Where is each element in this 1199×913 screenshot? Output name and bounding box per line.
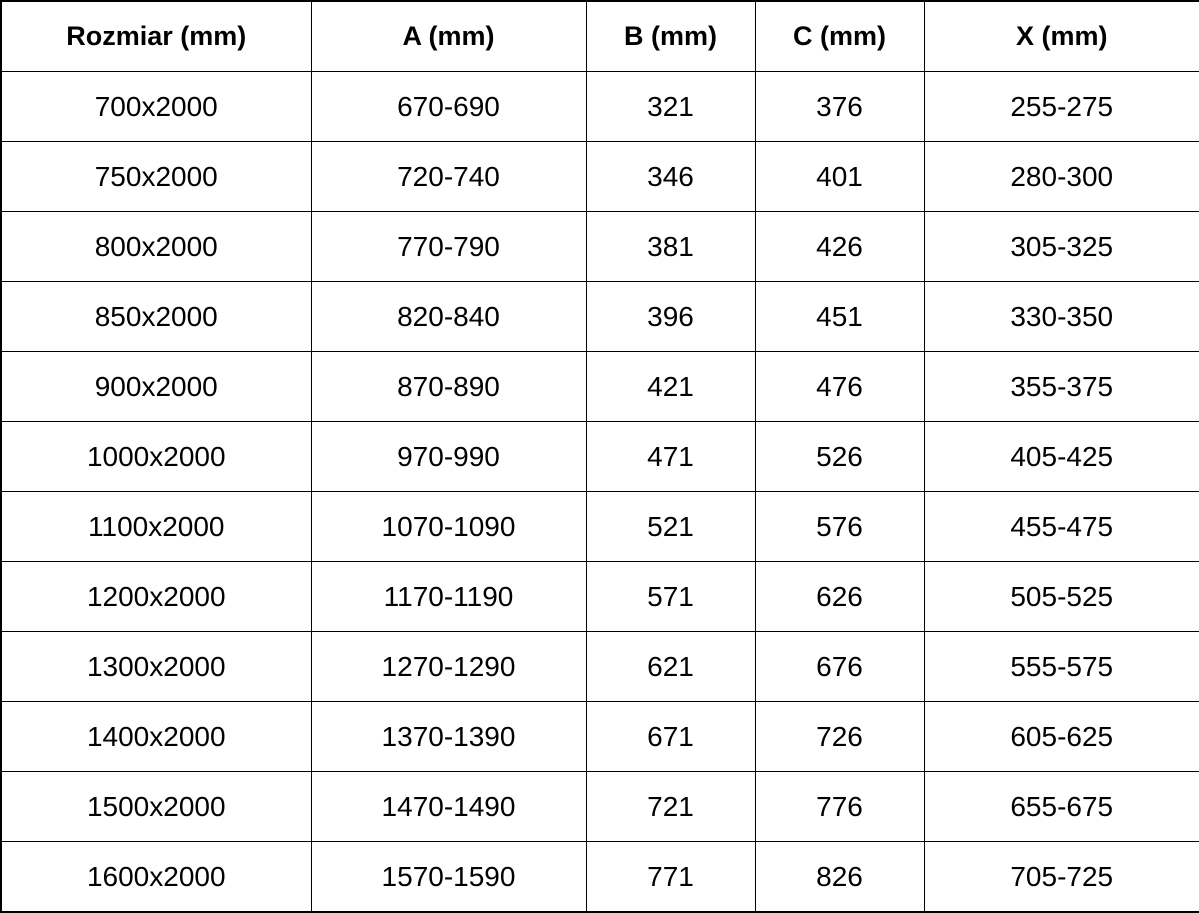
cell-size: 850x2000 [0, 281, 312, 352]
cell-x: 330-350 [923, 281, 1199, 352]
column-header-c: C (mm) [754, 0, 925, 72]
cell-c: 776 [754, 771, 925, 842]
cell-a: 1470-1490 [310, 771, 587, 842]
column-header-a: A (mm) [310, 0, 587, 72]
cell-a: 670-690 [310, 71, 587, 142]
header-row: Rozmiar (mm) A (mm) B (mm) C (mm) X (mm) [0, 0, 1199, 72]
cell-x: 405-425 [923, 421, 1199, 492]
cell-size: 800x2000 [0, 211, 312, 282]
cell-x: 605-625 [923, 701, 1199, 772]
cell-c: 576 [754, 491, 925, 562]
cell-c: 376 [754, 71, 925, 142]
table-row: 1100x2000 1070-1090 521 576 455-475 [0, 491, 1199, 562]
column-header-size: Rozmiar (mm) [0, 0, 312, 72]
cell-x: 255-275 [923, 71, 1199, 142]
table-row: 1500x2000 1470-1490 721 776 655-675 [0, 771, 1199, 842]
cell-c: 826 [754, 841, 925, 913]
cell-b: 671 [585, 701, 756, 772]
cell-size: 1200x2000 [0, 561, 312, 632]
cell-size: 1100x2000 [0, 491, 312, 562]
table-row: 850x2000 820-840 396 451 330-350 [0, 281, 1199, 352]
table-row: 1000x2000 970-990 471 526 405-425 [0, 421, 1199, 492]
cell-x: 505-525 [923, 561, 1199, 632]
cell-a: 970-990 [310, 421, 587, 492]
cell-x: 555-575 [923, 631, 1199, 702]
cell-c: 526 [754, 421, 925, 492]
cell-c: 676 [754, 631, 925, 702]
cell-b: 346 [585, 141, 756, 212]
cell-c: 476 [754, 351, 925, 422]
table-row: 700x2000 670-690 321 376 255-275 [0, 71, 1199, 142]
cell-b: 621 [585, 631, 756, 702]
cell-size: 750x2000 [0, 141, 312, 212]
cell-x: 455-475 [923, 491, 1199, 562]
cell-size: 1000x2000 [0, 421, 312, 492]
cell-size: 1400x2000 [0, 701, 312, 772]
table-row: 900x2000 870-890 421 476 355-375 [0, 351, 1199, 422]
table-row: 1300x2000 1270-1290 621 676 555-575 [0, 631, 1199, 702]
cell-a: 770-790 [310, 211, 587, 282]
column-header-b: B (mm) [585, 0, 756, 72]
cell-b: 521 [585, 491, 756, 562]
cell-a: 1270-1290 [310, 631, 587, 702]
cell-b: 321 [585, 71, 756, 142]
cell-size: 1300x2000 [0, 631, 312, 702]
table-row: 800x2000 770-790 381 426 305-325 [0, 211, 1199, 282]
cell-c: 451 [754, 281, 925, 352]
cell-a: 1370-1390 [310, 701, 587, 772]
table-row: 1600x2000 1570-1590 771 826 705-725 [0, 841, 1199, 913]
cell-size: 1600x2000 [0, 841, 312, 913]
cell-a: 1570-1590 [310, 841, 587, 913]
table-row: 1400x2000 1370-1390 671 726 605-625 [0, 701, 1199, 772]
cell-c: 626 [754, 561, 925, 632]
cell-size: 1500x2000 [0, 771, 312, 842]
cell-x: 280-300 [923, 141, 1199, 212]
cell-a: 1170-1190 [310, 561, 587, 632]
cell-b: 471 [585, 421, 756, 492]
cell-size: 900x2000 [0, 351, 312, 422]
column-header-x: X (mm) [923, 0, 1199, 72]
cell-a: 1070-1090 [310, 491, 587, 562]
cell-a: 820-840 [310, 281, 587, 352]
cell-a: 720-740 [310, 141, 587, 212]
cell-b: 381 [585, 211, 756, 282]
cell-c: 401 [754, 141, 925, 212]
cell-c: 726 [754, 701, 925, 772]
cell-c: 426 [754, 211, 925, 282]
cell-a: 870-890 [310, 351, 587, 422]
table-row: 750x2000 720-740 346 401 280-300 [0, 141, 1199, 212]
cell-b: 721 [585, 771, 756, 842]
table-row: 1200x2000 1170-1190 571 626 505-525 [0, 561, 1199, 632]
cell-b: 571 [585, 561, 756, 632]
cell-x: 305-325 [923, 211, 1199, 282]
cell-b: 771 [585, 841, 756, 913]
cell-size: 700x2000 [0, 71, 312, 142]
cell-x: 655-675 [923, 771, 1199, 842]
cell-b: 396 [585, 281, 756, 352]
cell-x: 355-375 [923, 351, 1199, 422]
cell-x: 705-725 [923, 841, 1199, 913]
cell-b: 421 [585, 351, 756, 422]
